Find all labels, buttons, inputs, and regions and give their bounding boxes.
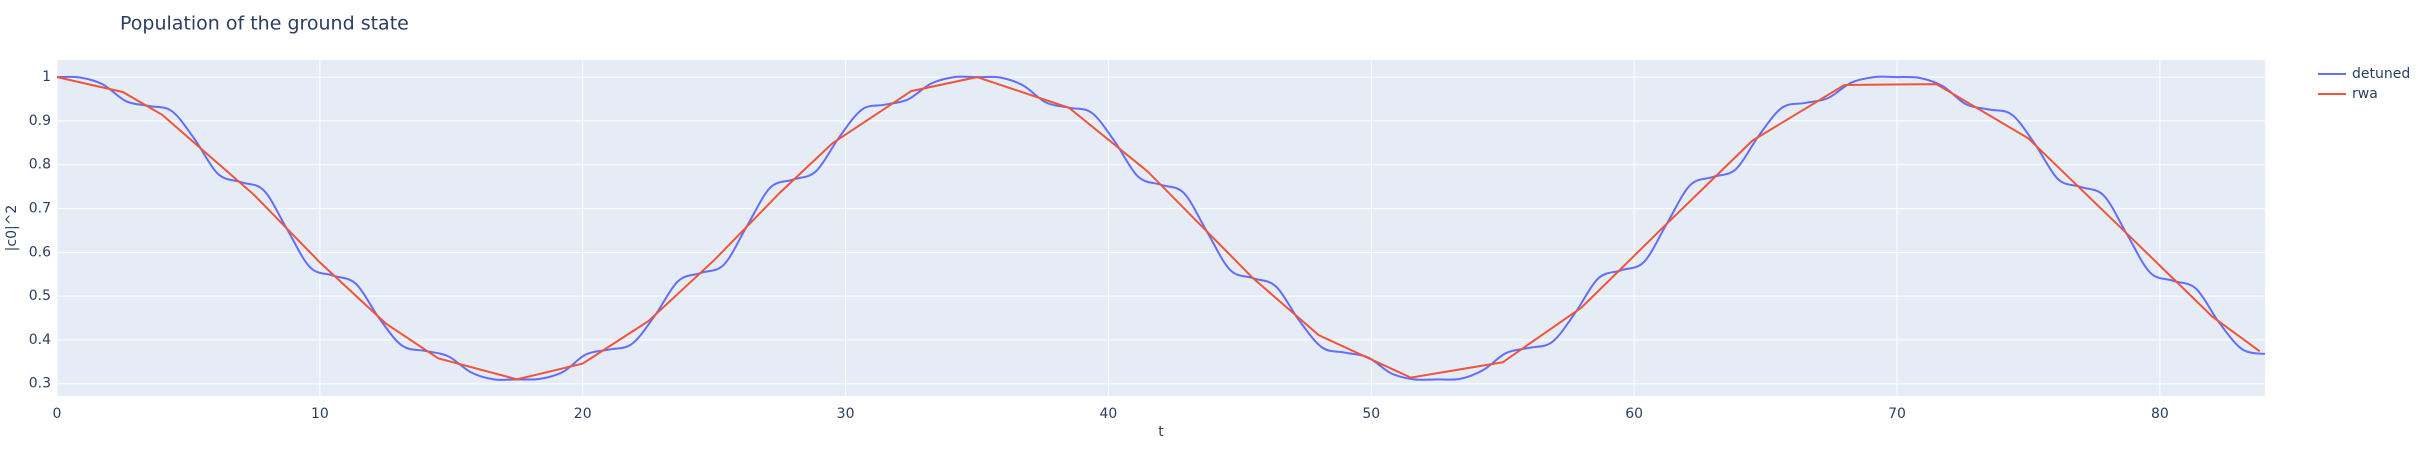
y-tick-label: 0.7 (29, 201, 51, 217)
x-axis-label: t (1158, 424, 1164, 440)
x-tick-label: 50 (1362, 406, 1380, 422)
y-tick-label: 0.5 (29, 288, 51, 304)
x-tick-label: 30 (837, 406, 855, 422)
x-tick-label: 0 (53, 406, 62, 422)
y-tick-label: 0.6 (29, 244, 51, 260)
line-series (57, 76, 2261, 381)
x-tick-label: 10 (311, 406, 329, 422)
legend-label: rwa (2352, 86, 2378, 102)
y-tick-label: 0.3 (29, 376, 51, 392)
x-tick-label: 60 (1625, 406, 1643, 422)
x-tick-label: 70 (1888, 406, 1906, 422)
chart-title: Population of the ground state (120, 13, 409, 35)
plot-area (57, 60, 2265, 396)
y-tick-label: 1 (42, 69, 51, 85)
y-tick-label: 0.4 (29, 332, 51, 348)
legend-label: detuned (2352, 66, 2410, 82)
y-tick-label: 0.8 (29, 157, 51, 173)
x-tick-label: 80 (2151, 406, 2169, 422)
y-axis-label: |c0|^2 (4, 205, 20, 252)
x-tick-label: 40 (1100, 406, 1118, 422)
y-tick-label: 0.9 (29, 113, 51, 129)
x-tick-label: 20 (574, 406, 592, 422)
